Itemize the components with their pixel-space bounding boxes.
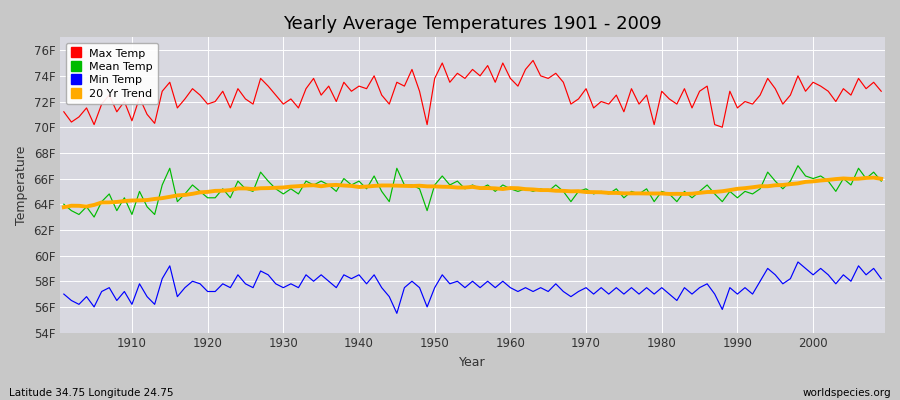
Text: Latitude 34.75 Longitude 24.75: Latitude 34.75 Longitude 24.75 — [9, 388, 174, 398]
Legend: Max Temp, Mean Temp, Min Temp, 20 Yr Trend: Max Temp, Mean Temp, Min Temp, 20 Yr Tre… — [66, 43, 158, 104]
Y-axis label: Temperature: Temperature — [15, 145, 28, 225]
Text: worldspecies.org: worldspecies.org — [803, 388, 891, 398]
Title: Yearly Average Temperatures 1901 - 2009: Yearly Average Temperatures 1901 - 2009 — [284, 15, 662, 33]
X-axis label: Year: Year — [459, 356, 486, 369]
